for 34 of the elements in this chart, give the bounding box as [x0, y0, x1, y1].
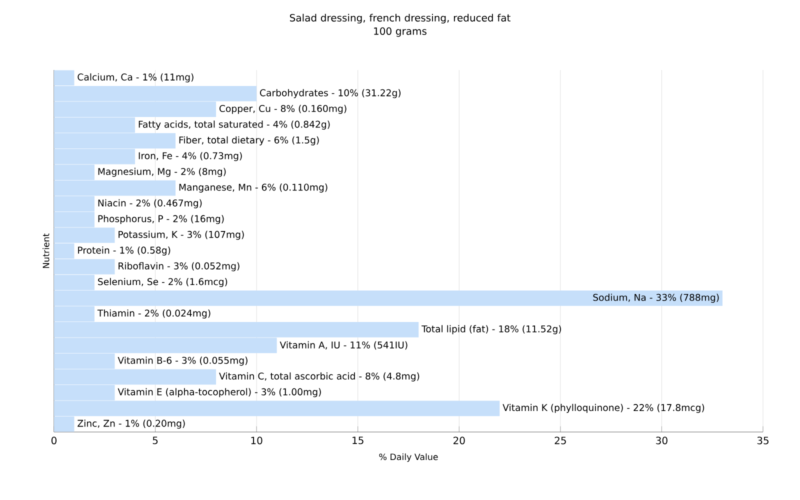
y-tick-label: Phosphorus, P - 2% (16mg) [98, 215, 224, 224]
y-tick-label: Vitamin K (phylloquinone) - 22% (17.8mcg) [502, 404, 704, 413]
y-tick-label: Vitamin E (alpha-tocopherol) - 3% (1.00mg) [118, 388, 321, 398]
y-tick-label: Magnesium, Mg - 2% (8mg) [98, 168, 226, 177]
y-tick-label: Total lipid (fat) - 18% (11.52g) [422, 325, 562, 334]
x-tick-label: 30 [656, 436, 668, 444]
y-tick-label: Vitamin B-6 - 3% (0.055mg) [118, 356, 248, 366]
y-tick-label: Zinc, Zn - 1% (0.20mg) [78, 420, 185, 429]
x-tick-label: 0 [51, 436, 57, 444]
y-tick-label: Fiber, total dietary - 6% (1.5g) [179, 136, 319, 146]
chart-title: Salad dressing, french dressing, reduced fat 100 grams [290, 14, 510, 37]
x-tick-label: 15 [352, 436, 364, 444]
x-axis-title: % Daily Value [379, 453, 438, 462]
x-tick-label: 35 [757, 436, 768, 444]
y-tick-label: Carbohydrates - 10% (31.22g) [260, 89, 401, 98]
y-tick-label: Fatty acids, total saturated - 4% (0.842g) [138, 120, 330, 130]
y-tick-label: Thiamin - 2% (0.024mg) [97, 309, 210, 318]
y-tick-label: Riboflavin - 3% (0.052mg) [118, 262, 240, 272]
y-tick-label: Calcium, Ca - 1% (11mg) [78, 73, 194, 82]
x-tick-label: 25 [554, 436, 566, 444]
x-tick-label: 5 [152, 436, 158, 444]
y-tick-label: Manganese, Mn - 6% (0.110mg) [179, 184, 328, 193]
y-tick-label: Vitamin A, IU - 11% (541IU) [280, 341, 408, 350]
y-axis-title: Nutrient [42, 233, 50, 268]
y-tick-label: Copper, Cu - 8% (0.160mg) [220, 104, 346, 114]
y-tick-label: Potassium, K - 3% (107mg) [118, 230, 244, 240]
y-tick-label: Sodium, Na - 33% (788mg) [593, 294, 719, 303]
y-tick-label: Selenium, Se - 2% (1.6mcg) [98, 278, 228, 287]
x-tick-label: 10 [251, 436, 262, 444]
y-tick-label: Iron, Fe - 4% (0.73mg) [138, 152, 242, 162]
y-tick-label: Vitamin C, total ascorbic acid - 8% (4.8mg) [219, 372, 420, 382]
x-tick-label: 20 [454, 436, 465, 444]
y-tick-label: Niacin - 2% (0.467mg) [98, 199, 202, 208]
y-tick-label: Protein - 1% (0.58g) [78, 246, 170, 256]
